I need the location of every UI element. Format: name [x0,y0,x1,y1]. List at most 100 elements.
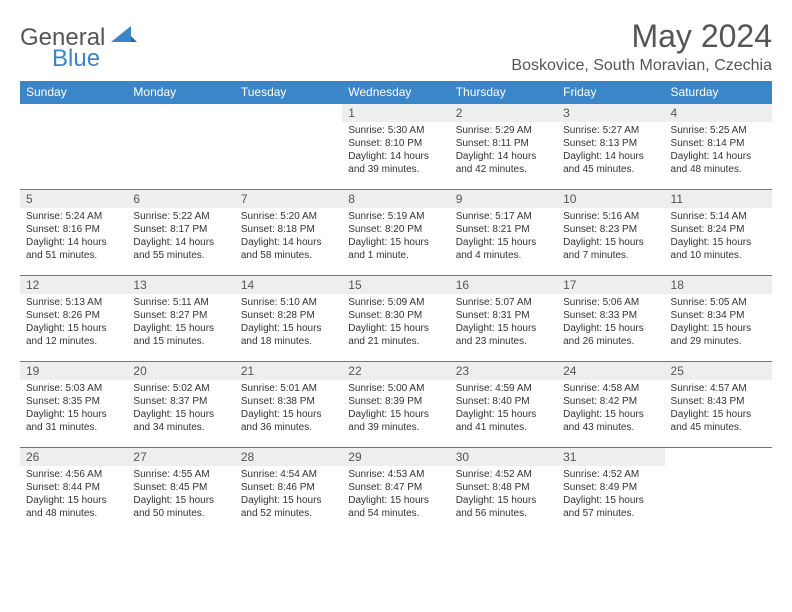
calendar-day-cell: 4Sunrise: 5:25 AMSunset: 8:14 PMDaylight… [665,104,772,190]
sunset-line: Sunset: 8:16 PM [26,223,121,236]
calendar-week-row: 12 Sunrise: 5:13 AMSunset: 8:26 PM Dayligh… [20,276,772,362]
sunset-line: Sunset: 8:49 PM [563,481,658,494]
day-details: Sunrise: 5:05 AMSunset: 8:34 PMDaylight:… [665,294,772,350]
daylight-line: Daylight: 15 hours and 21 minutes. [348,322,443,348]
day-number: 10 [557,190,664,208]
day-number: 11 [665,190,772,208]
weekday-header: Thursday [450,81,557,104]
sunset-line: Sunset: 8:11 PM [456,137,551,150]
day-details: Sunrise: 5:20 AMSunset: 8:18 PMDaylight:… [235,208,342,264]
calendar-day-cell: 13Sunrise: 5:11 AMSunset: 8:27 PMDayligh… [127,276,234,362]
daylight-line: Daylight: 14 hours and 58 minutes. [241,236,336,262]
daylight-line: Daylight: 14 hours and 55 minutes. [133,236,228,262]
daylight-line: Daylight: 15 hours and 34 minutes. [133,408,228,434]
daylight-line: Daylight: 14 hours and 51 minutes. [26,236,121,262]
sunrise-line: Sunrise: 5:13 AM [26,296,121,309]
sunrise-line: Sunrise: 5:06 AM [563,296,658,309]
sunset-line: Sunset: 8:26 PM [26,309,121,322]
calendar-week-row: 1Sunrise: 5:30 AMSunset: 8:10 PMDaylight… [20,104,772,190]
daylight-line: Daylight: 15 hours and 26 minutes. [563,322,658,348]
sunset-line: Sunset: 8:43 PM [671,395,766,408]
calendar-day-cell: 2 Sunrise: 5:29 AMSunset: 8:11 PMDaylight… [450,104,557,190]
day-details: Sunrise: 4:56 AMSunset: 8:44 PMDaylight:… [20,466,127,522]
sunset-line: Sunset: 8:45 PM [133,481,228,494]
sunset-line: Sunset: 8:34 PM [671,309,766,322]
day-number: 2 [450,104,557,122]
daylight-line: Daylight: 14 hours and 45 minutes. [563,150,658,176]
day-number: 27 [127,448,234,466]
calendar-day-cell: 21Sunrise: 5:01 AMSunset: 8:38 PMDayligh… [235,362,342,448]
sunset-line: Sunset: 8:17 PM [133,223,228,236]
sunrise-line: Sunrise: 5:29 AM [456,124,551,137]
calendar-day-cell: 12Sunrise: 5:13 AMSunset: 8:26 PMDayligh… [20,276,127,362]
day-details: Sunrise: 5:25 AMSunset: 8:14 PMDaylight:… [665,122,772,178]
day-details: Sunrise: 5:24 AMSunset: 8:16 PMDaylight:… [20,208,127,264]
daylight-line: Daylight: 15 hours and 7 minutes. [563,236,658,262]
sunrise-line: Sunrise: 5:02 AM [133,382,228,395]
calendar-week-row: 19Sunrise: 5:03 AMSunset: 8:35 PMDayligh… [20,362,772,448]
day-number: 21 [235,362,342,380]
sunset-line: Sunset: 8:21 PM [456,223,551,236]
sunset-line: Sunset: 8:13 PM [563,137,658,150]
sunset-line: Sunset: 8:23 PM [563,223,658,236]
daylight-line: Daylight: 15 hours and 45 minutes. [671,408,766,434]
sunrise-line: Sunrise: 5:01 AM [241,382,336,395]
day-details: Sunrise: 4:58 AMSunset: 8:42 PMDaylight:… [557,380,664,436]
sunrise-line: Sunrise: 5:10 AM [241,296,336,309]
day-number: 12 [20,276,127,294]
calendar-day-cell: 3Sunrise: 5:27 AMSunset: 8:13 PMDaylight… [557,104,664,190]
day-number: 18 [665,276,772,294]
calendar-day-cell: 18Sunrise: 5:05 AMSunset: 8:34 PMDayligh… [665,276,772,362]
sunset-line: Sunset: 8:42 PM [563,395,658,408]
day-number: 14 [235,276,342,294]
sunrise-line: Sunrise: 5:11 AM [133,296,228,309]
day-number: 16 [450,276,557,294]
day-details: Sunrise: 5:06 AMSunset: 8:33 PMDaylight:… [557,294,664,350]
calendar-day-cell: 24Sunrise: 4:58 AMSunset: 8:42 PMDayligh… [557,362,664,448]
sunrise-line: Sunrise: 5:22 AM [133,210,228,223]
day-details: Sunrise: 5:17 AMSunset: 8:21 PMDaylight:… [450,208,557,264]
sunrise-line: Sunrise: 5:07 AM [456,296,551,309]
sunset-line: Sunset: 8:10 PM [348,137,443,150]
brand-part2: Blue [52,45,100,72]
day-details: Sunrise: 4:57 AMSunset: 8:43 PMDaylight:… [665,380,772,436]
sunrise-line: Sunrise: 5:20 AM [241,210,336,223]
daylight-line: Daylight: 14 hours and 39 minutes. [348,150,443,176]
calendar-day-cell: 25Sunrise: 4:57 AMSunset: 8:43 PMDayligh… [665,362,772,448]
sunset-line: Sunset: 8:18 PM [241,223,336,236]
sunset-line: Sunset: 8:24 PM [671,223,766,236]
day-details: Sunrise: 5:19 AMSunset: 8:20 PMDaylight:… [342,208,449,264]
day-details: Sunrise: 4:54 AMSunset: 8:46 PMDaylight:… [235,466,342,522]
sunset-line: Sunset: 8:35 PM [26,395,121,408]
calendar-day-cell: 6 Sunrise: 5:22 AMSunset: 8:17 PMDaylight… [127,190,234,276]
calendar-day-cell: 17Sunrise: 5:06 AMSunset: 8:33 PMDayligh… [557,276,664,362]
sunset-line: Sunset: 8:47 PM [348,481,443,494]
sunrise-line: Sunrise: 5:19 AM [348,210,443,223]
calendar-day-cell: 5Sunrise: 5:24 AMSunset: 8:16 PMDaylight… [20,190,127,276]
daylight-line: Daylight: 14 hours and 42 minutes. [456,150,551,176]
calendar-day-cell: 27Sunrise: 4:55 AMSunset: 8:45 PMDayligh… [127,448,234,534]
sunset-line: Sunset: 8:48 PM [456,481,551,494]
calendar-day-cell: 28Sunrise: 4:54 AMSunset: 8:46 PMDayligh… [235,448,342,534]
daylight-line: Daylight: 15 hours and 36 minutes. [241,408,336,434]
day-number: 29 [342,448,449,466]
calendar-day-cell: 19Sunrise: 5:03 AMSunset: 8:35 PMDayligh… [20,362,127,448]
sunset-line: Sunset: 8:40 PM [456,395,551,408]
sunrise-line: Sunrise: 4:57 AM [671,382,766,395]
calendar-day-cell [20,104,127,190]
day-details: Sunrise: 4:59 AMSunset: 8:40 PMDaylight:… [450,380,557,436]
sunset-line: Sunset: 8:44 PM [26,481,121,494]
sunset-line: Sunset: 8:37 PM [133,395,228,408]
day-number: 5 [20,190,127,208]
day-details: Sunrise: 5:30 AMSunset: 8:10 PMDaylight:… [342,122,449,178]
daylight-line: Daylight: 15 hours and 43 minutes. [563,408,658,434]
day-number: 19 [20,362,127,380]
daylight-line: Daylight: 15 hours and 56 minutes. [456,494,551,520]
day-number: 6 [127,190,234,208]
sunrise-line: Sunrise: 4:52 AM [456,468,551,481]
day-number: 31 [557,448,664,466]
calendar-day-cell: 20Sunrise: 5:02 AMSunset: 8:37 PMDayligh… [127,362,234,448]
sunrise-line: Sunrise: 5:16 AM [563,210,658,223]
sunrise-line: Sunrise: 5:30 AM [348,124,443,137]
day-details: Sunrise: 5:07 AMSunset: 8:31 PMDaylight:… [450,294,557,350]
